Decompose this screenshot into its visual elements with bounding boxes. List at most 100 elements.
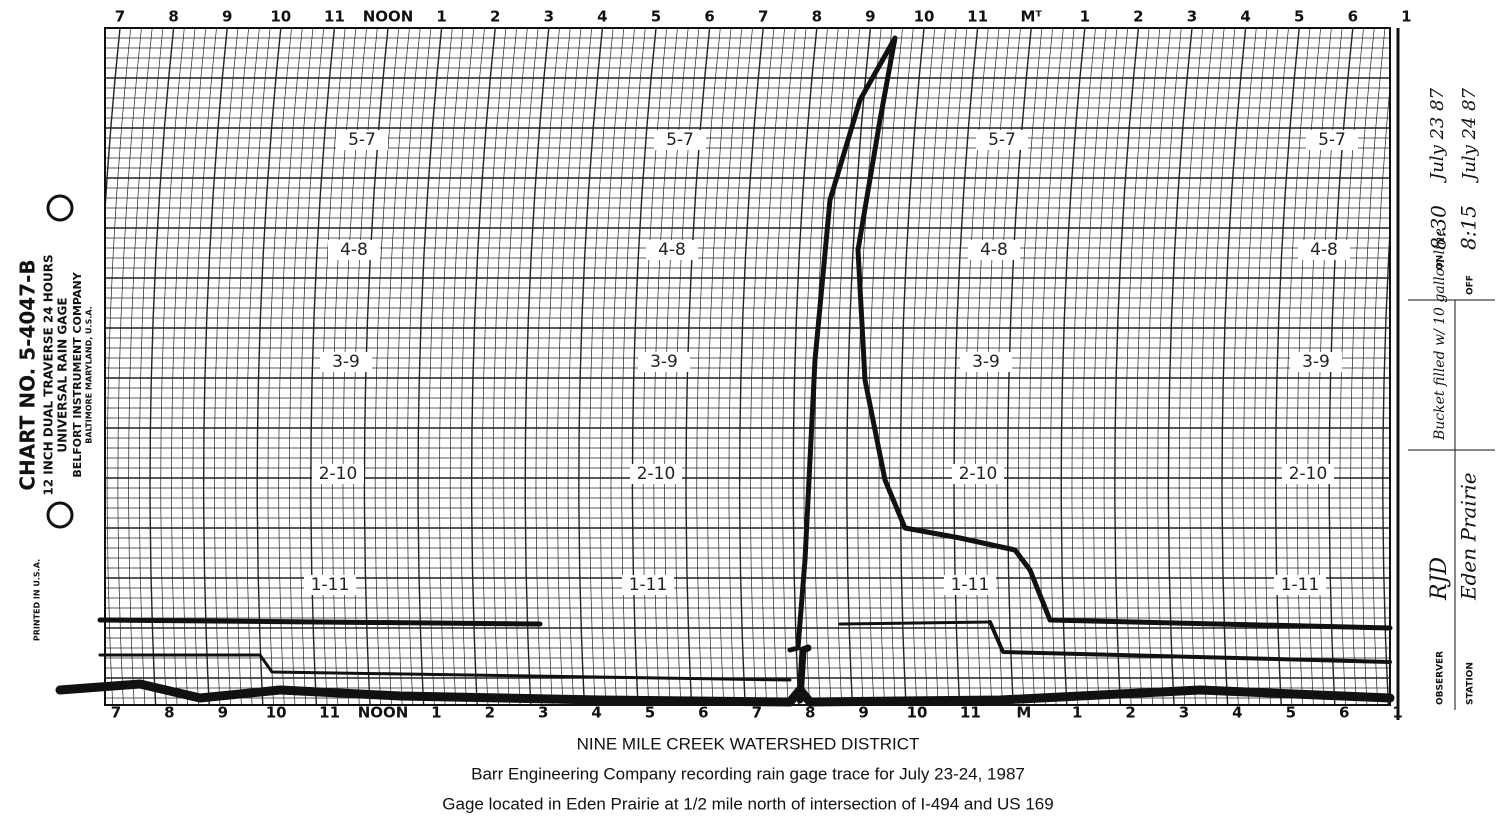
chart-location: BALTIMORE MARYLAND, U.S.A. bbox=[85, 306, 94, 444]
scale-label: 3-9 bbox=[332, 352, 360, 372]
caption-title: NINE MILE CREEK WATERSHED DISTRICT bbox=[577, 734, 920, 753]
top-hour-label: 9 bbox=[222, 8, 232, 26]
pen-traces bbox=[55, 35, 1395, 707]
grid-arc bbox=[1274, 28, 1300, 705]
grid-arc bbox=[1060, 28, 1086, 705]
chart-company: BELFORT INSTRUMENT COMPANY bbox=[71, 271, 84, 477]
grid-arc bbox=[1146, 28, 1171, 705]
punch-hole bbox=[46, 194, 74, 222]
bottom-hour-label: 9 bbox=[858, 704, 868, 722]
bottom-hour-label: 5 bbox=[645, 704, 655, 722]
grid-arc bbox=[417, 28, 443, 705]
grid-arc bbox=[202, 28, 228, 705]
grid-arc bbox=[1286, 28, 1311, 705]
scale-label: 5-7 bbox=[666, 130, 694, 150]
top-hour-label: NOON bbox=[363, 8, 414, 26]
grid-arc bbox=[932, 28, 957, 705]
trace bbox=[97, 617, 543, 627]
bottom-hour-label: 4 bbox=[591, 704, 601, 722]
grid-arc bbox=[610, 28, 635, 705]
top-hour-label: 1 bbox=[1401, 8, 1411, 26]
grid-arc bbox=[246, 28, 271, 705]
scale-label-bg bbox=[638, 352, 690, 372]
grid-arc bbox=[589, 28, 614, 705]
top-hour-label: 10 bbox=[914, 8, 935, 26]
scale-label-bg bbox=[1274, 575, 1326, 595]
grid-arc bbox=[750, 28, 775, 705]
scale-label: 5-7 bbox=[348, 130, 376, 150]
grid-arc bbox=[1200, 28, 1225, 705]
bottom-hour-label: 6 bbox=[698, 704, 708, 722]
grid-arc bbox=[470, 28, 496, 705]
bottom-hour-label: 5 bbox=[1286, 704, 1296, 722]
grid-arc bbox=[524, 28, 550, 705]
note: Bucket filled w/ 10 gallon line bbox=[1432, 228, 1448, 441]
grid-arc bbox=[374, 28, 400, 705]
grid-arc bbox=[631, 28, 657, 705]
grid-arc bbox=[1232, 28, 1257, 705]
scale-label: 4-8 bbox=[658, 240, 686, 260]
scale-label-bg bbox=[622, 575, 674, 595]
grid-arc bbox=[942, 28, 968, 705]
trace bbox=[838, 620, 992, 626]
grid-arc bbox=[535, 28, 560, 705]
observer-label: OBSERVER bbox=[1436, 651, 1446, 705]
bottom-hour-label: 8 bbox=[164, 704, 174, 722]
bottom-hour-label: 8 bbox=[805, 704, 815, 722]
on-date: July 23 87 bbox=[1427, 87, 1448, 184]
top-hour-label: 8 bbox=[812, 8, 822, 26]
scale-label-bg bbox=[328, 240, 380, 260]
bottom-hour-label: 3 bbox=[1179, 704, 1189, 722]
scale-label: 5-7 bbox=[988, 130, 1016, 150]
scale-label: 1-11 bbox=[1281, 575, 1320, 595]
scale-label-bg bbox=[654, 130, 706, 150]
scale-label-bg bbox=[944, 575, 996, 595]
grid-arc bbox=[1039, 28, 1064, 705]
grid-arc bbox=[825, 28, 850, 705]
grid-arc bbox=[514, 28, 539, 705]
off-date: July 24 87 bbox=[1459, 87, 1480, 184]
grid-arc bbox=[1018, 28, 1043, 705]
top-hour-label: 7 bbox=[758, 8, 768, 26]
grid-arc bbox=[728, 28, 753, 705]
scale-label-bg bbox=[304, 575, 356, 595]
chart-frame bbox=[104, 27, 1391, 706]
chart-grid bbox=[105, 28, 1390, 705]
chart-info: CHART NO. 5-4047-B 12 INCH DUAL TRAVERSE… bbox=[16, 254, 94, 495]
top-hour-label: 1 bbox=[436, 8, 446, 26]
chart-labels: 7 8 9 10 11 NOON 1 2 3 4 5 6 7 8 9 10 11 Mᵀ 1 2 3 4 5 6 17 8 9 10 11… bbox=[111, 8, 1412, 722]
scale-label: 1-11 bbox=[951, 575, 990, 595]
grid-arc bbox=[128, 28, 153, 705]
grid-arc bbox=[149, 28, 175, 705]
grid-arc bbox=[117, 28, 142, 705]
top-hour-label: 11 bbox=[967, 8, 988, 26]
grid-arc bbox=[160, 28, 185, 705]
bottom-hour-label: 9 bbox=[218, 704, 228, 722]
top-hour-label: 11 bbox=[324, 8, 345, 26]
grid-arc bbox=[1167, 28, 1193, 705]
grid-arc bbox=[867, 28, 893, 705]
grid-arc bbox=[289, 28, 314, 705]
grid-arc bbox=[278, 28, 303, 705]
grid-arc bbox=[782, 28, 807, 705]
top-hour-label: 9 bbox=[865, 8, 875, 26]
grid-arc bbox=[621, 28, 646, 705]
scale-label: 3-9 bbox=[972, 352, 1000, 372]
scale-label: 4-8 bbox=[1310, 240, 1338, 260]
grid-arc bbox=[910, 28, 936, 705]
grid-arc bbox=[310, 28, 336, 705]
grid-arc bbox=[1371, 82, 1390, 705]
grid-arc bbox=[460, 28, 485, 705]
grid-arc bbox=[557, 28, 582, 705]
scale-label: 2-10 bbox=[959, 464, 998, 484]
grid-arc bbox=[396, 28, 421, 705]
grid-arc bbox=[803, 28, 828, 705]
grid-arc bbox=[235, 28, 260, 705]
station-label: STATION bbox=[1466, 662, 1476, 705]
grid-arc bbox=[953, 28, 979, 705]
scale-label: 1-11 bbox=[629, 575, 668, 595]
grid-arc bbox=[385, 28, 410, 705]
top-hour-label: 4 bbox=[597, 8, 607, 26]
observer: RJD bbox=[1427, 557, 1452, 601]
